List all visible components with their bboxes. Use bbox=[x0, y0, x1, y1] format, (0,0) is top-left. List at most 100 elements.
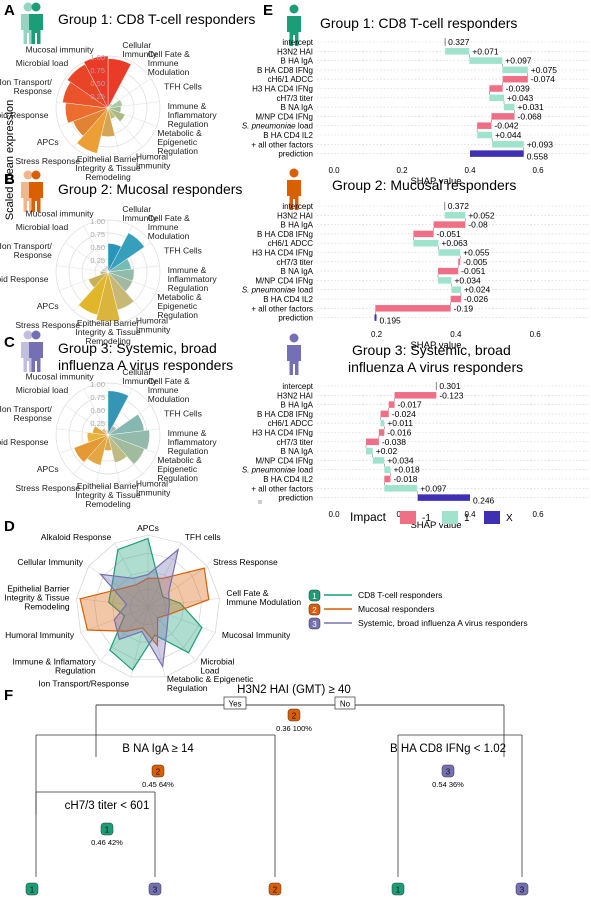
impact-legend-swatch bbox=[442, 511, 458, 524]
polar-category-label: Humoral Immunity bbox=[136, 479, 171, 498]
person-body-shape bbox=[29, 342, 43, 372]
polar-category-label: Cellular Immunity bbox=[122, 40, 157, 59]
waterfall-prediction-bar bbox=[417, 494, 470, 501]
polar-spoke bbox=[56, 265, 109, 273]
radar-gridline bbox=[94, 552, 202, 660]
radar-category-label: Mucosal Immunity bbox=[222, 630, 291, 640]
tree-node-class: 1 bbox=[396, 886, 401, 895]
tree-node-class: 2 bbox=[292, 712, 297, 721]
waterfall-feature-label: cH6/1 ADCC bbox=[268, 419, 314, 428]
radar-gridline bbox=[129, 588, 167, 625]
radar-spoke bbox=[130, 606, 149, 677]
person-icon-e-group3 bbox=[287, 333, 301, 375]
waterfall-bar bbox=[380, 410, 389, 418]
waterfall-bar bbox=[502, 75, 528, 83]
waterfall-tick-label: 0.0 bbox=[328, 166, 340, 175]
waterfall-value-label: 0.372 bbox=[448, 201, 470, 211]
polar-category-label: Alkaloid Response bbox=[0, 274, 49, 284]
waterfall-prediction-bar bbox=[374, 314, 377, 321]
panel-c-title: Group 3: Systemic, broad influenza A viru… bbox=[58, 340, 233, 373]
tree-node-stats: 0.70 22% bbox=[259, 898, 291, 900]
radar-category-label: Ion Transport/Response bbox=[38, 679, 129, 689]
radar-category-label: APCs bbox=[137, 523, 159, 533]
impact-legend-swatch bbox=[400, 511, 416, 524]
impact-legend-label: 1 bbox=[464, 513, 470, 524]
polar-tick-label: 0.25 bbox=[90, 92, 105, 101]
waterfall-feature-label: cH6/1 ADCC bbox=[268, 75, 314, 84]
legend-marker-label: 1 bbox=[312, 592, 317, 601]
polar-category-label: Epithelial Barrier Integrity & Tissue Remo… bbox=[75, 481, 140, 509]
waterfall-feature-label: S. pneumoniae load bbox=[242, 466, 313, 475]
waterfall-value-label: -0.026 bbox=[464, 294, 488, 304]
panel-letter-a: A bbox=[4, 2, 15, 19]
waterfall-feature-label: intercept bbox=[282, 38, 313, 47]
person-head-shape bbox=[23, 2, 33, 12]
small-marker-shape bbox=[258, 500, 262, 504]
polar-spoke bbox=[65, 242, 109, 273]
legend-label: CD8 T-cell responders bbox=[358, 590, 442, 600]
waterfall-feature-label: B HA CD4 IL2 bbox=[263, 131, 313, 140]
waterfall-value-label: -0.038 bbox=[382, 437, 406, 447]
waterfall-feature-label: B NA IgA bbox=[281, 447, 314, 456]
waterfall-feature-label: B HA IgA bbox=[281, 401, 314, 410]
panel-letter-e: E bbox=[263, 2, 273, 19]
polar-wedge bbox=[92, 425, 109, 436]
person-body-shape bbox=[287, 180, 301, 210]
waterfall-tick-label: 0.2 bbox=[396, 166, 408, 175]
waterfall-feature-label: M/NP CD4 IFNg bbox=[255, 456, 313, 465]
impact-legend-label: X bbox=[506, 513, 513, 524]
waterfall-value-label: -0.024 bbox=[392, 409, 416, 419]
polar-tick-label: 0.75 bbox=[90, 393, 105, 402]
polar-category-label: Ion Transport/Response bbox=[0, 241, 53, 260]
polar-wedge bbox=[107, 99, 123, 109]
tree-node-stats: 0.45 17% bbox=[139, 898, 171, 900]
waterfall-value-label: -0.018 bbox=[393, 474, 417, 484]
polar-category-label: Cell Fate & Immune Modulation bbox=[148, 376, 190, 404]
waterfall-feature-label: cH7/3 titer bbox=[277, 94, 314, 103]
tree-node-stats: 0.69 7% bbox=[384, 898, 412, 900]
waterfall-bar bbox=[413, 230, 434, 238]
tree-node-stats: 0.45 64% bbox=[142, 780, 174, 789]
waterfall-feature-label: B HA IgA bbox=[281, 57, 314, 66]
panel-b-title: Group 2: Mucosal responders bbox=[58, 181, 242, 197]
waterfall-bar bbox=[445, 48, 470, 55]
tree-node-class: 1 bbox=[30, 886, 35, 895]
waterfall-tick-label: 0.6 bbox=[532, 510, 544, 519]
waterfall-bar bbox=[469, 57, 503, 64]
panel-a-title: Group 1: CD8 T-cell responders bbox=[58, 11, 255, 27]
panel-letter-c: C bbox=[4, 334, 15, 351]
polar-wedge bbox=[87, 432, 109, 443]
waterfall-x-axis-label: SHAP value bbox=[410, 520, 461, 531]
radar-series-3 bbox=[99, 548, 180, 669]
radar-spoke bbox=[147, 606, 216, 633]
waterfall-bar bbox=[477, 131, 493, 139]
person-body-shape bbox=[29, 182, 43, 212]
waterfall-bar bbox=[458, 258, 461, 266]
tree-node-box bbox=[441, 764, 455, 778]
waterfall-value-label: +0.052 bbox=[468, 210, 495, 220]
polar-category-label: Ion Transport/Response bbox=[0, 404, 53, 423]
waterfall-value-label: -0.123 bbox=[439, 390, 463, 400]
panel-letter-f: F bbox=[4, 687, 13, 704]
waterfall-feature-label: H3 HA CD4 IFNg bbox=[252, 429, 313, 438]
legend-marker-label: 3 bbox=[312, 620, 317, 629]
polar-category-label: Cellular Immunity bbox=[122, 367, 157, 386]
person-head-shape bbox=[289, 333, 299, 343]
tree-node-class: 3 bbox=[153, 886, 158, 895]
waterfall-feature-label: H3 HA CD4 IFNg bbox=[252, 85, 313, 94]
polar-tick-label: 0.50 bbox=[90, 406, 105, 415]
person-icon-e-group1 bbox=[287, 4, 301, 46]
waterfall-feature-label: cH7/3 titer bbox=[277, 258, 314, 267]
polar-category-label: Stress Response bbox=[15, 156, 80, 166]
waterfall-feature-label: H3 HA CD4 IFNg bbox=[252, 249, 313, 258]
waterfall-feature-label: + all other factors bbox=[251, 484, 313, 493]
radar-spoke bbox=[100, 606, 149, 662]
tree-node-stats: 0.62 29% bbox=[506, 898, 538, 900]
waterfall-value-label: +0.044 bbox=[495, 130, 522, 140]
polar-category-label: Cellular Immunity bbox=[122, 204, 157, 223]
waterfall-tick-label: 0.0 bbox=[328, 510, 340, 519]
